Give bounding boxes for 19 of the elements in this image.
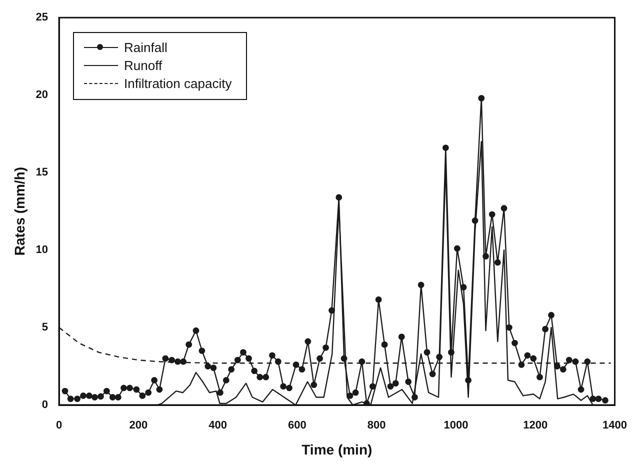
- y-tick-label: 5: [42, 322, 48, 334]
- y-tick-label: 20: [36, 89, 48, 102]
- y-tick-label: 0: [42, 399, 48, 412]
- x-tick-label: 400: [208, 420, 227, 432]
- x-tick-label: 600: [288, 420, 306, 432]
- x-axis-title: Time (min): [302, 441, 372, 458]
- legend-label: Rainfall: [124, 38, 168, 57]
- y-tick-label: 10: [36, 244, 48, 256]
- x-tick-label: 1200: [523, 420, 548, 432]
- y-tick-label: 15: [36, 166, 48, 179]
- y-tick-label: 25: [36, 12, 48, 24]
- x-tick-label: 800: [367, 420, 386, 432]
- y-axis-title: Rates (mm/h): [11, 166, 28, 256]
- x-tick-label: 1400: [602, 420, 628, 432]
- x-tick-label: 200: [129, 420, 148, 432]
- x-tick-label: 0: [56, 420, 62, 432]
- legend-label: Runoff: [124, 56, 162, 75]
- legend-label: Infiltration capacity: [124, 74, 232, 93]
- x-tick-label: 1000: [444, 420, 468, 432]
